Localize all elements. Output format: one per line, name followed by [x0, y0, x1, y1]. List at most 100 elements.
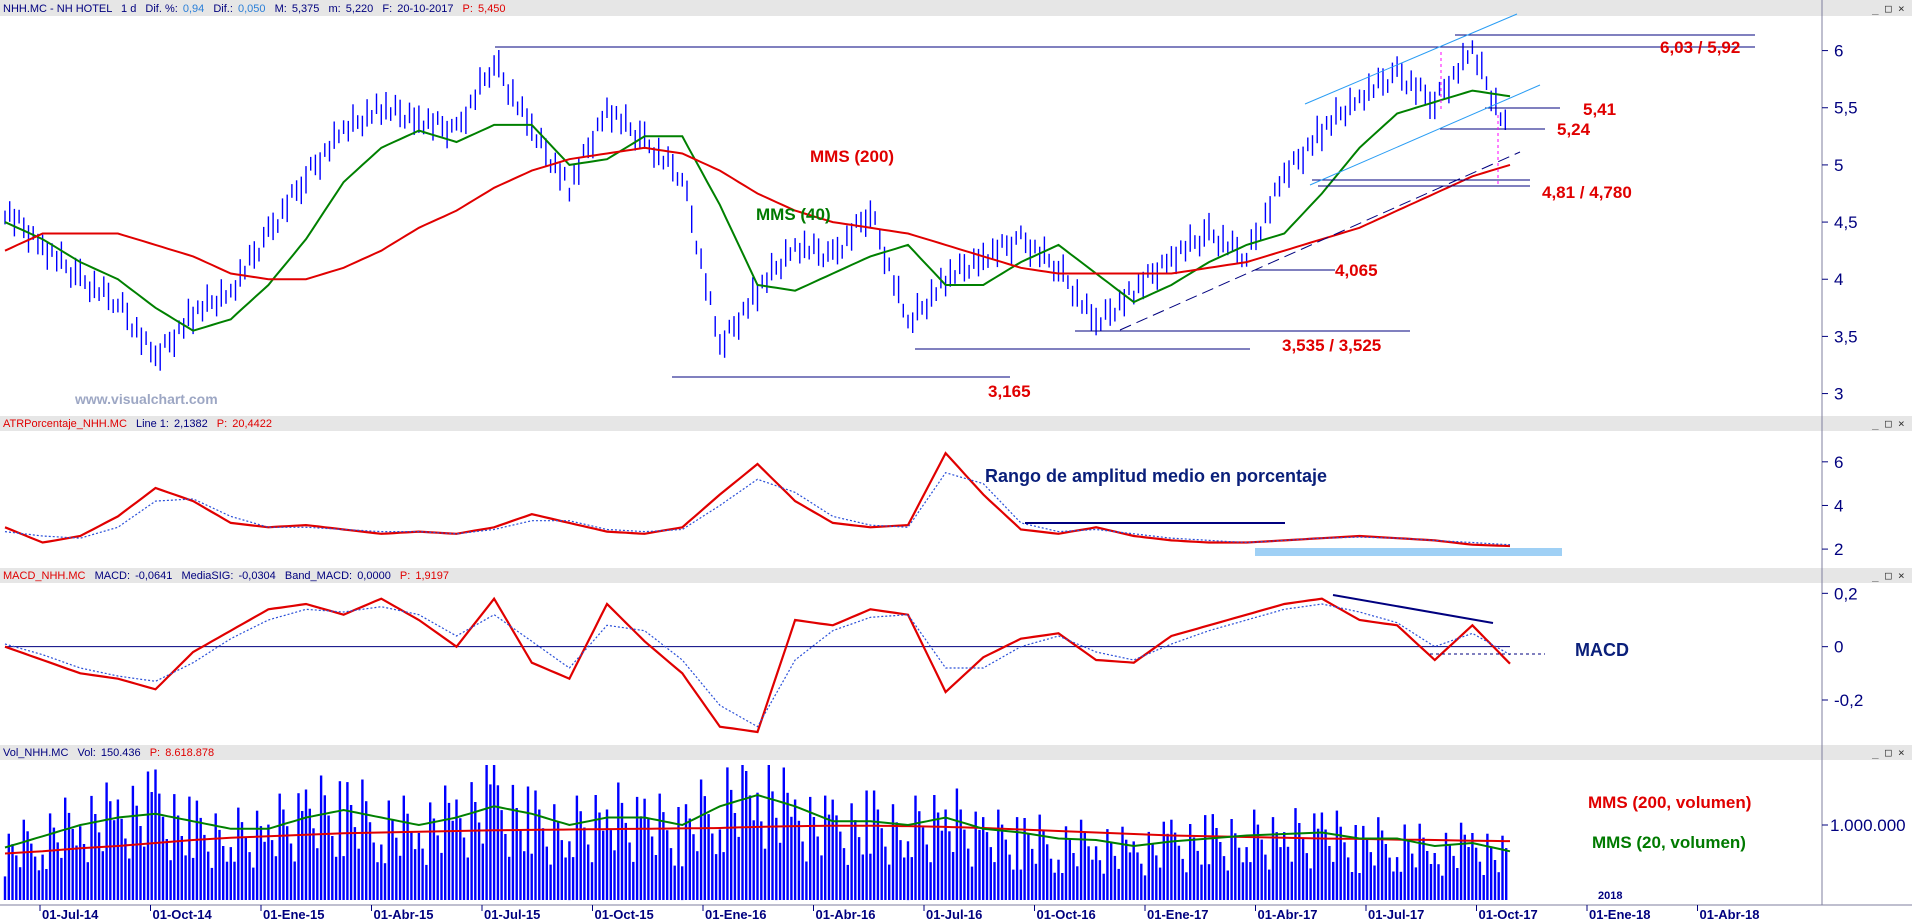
volume-bar: [1309, 868, 1312, 900]
channel-lower: [1309, 84, 1541, 186]
volume-bar: [1132, 841, 1135, 900]
volume-bar: [349, 805, 353, 900]
maximize-icon[interactable]: □: [1885, 417, 1892, 430]
volume-bar: [1339, 826, 1342, 900]
volume-bar: [842, 848, 846, 900]
volume-bar: [316, 848, 319, 900]
volume-bar: [1305, 853, 1308, 900]
label-603-592: 6,03 / 5,92: [1660, 38, 1740, 57]
volume-bar: [940, 830, 944, 900]
volume-bar: [146, 771, 150, 900]
y-tick-label: 4: [1834, 496, 1843, 515]
volume-bar: [951, 852, 955, 900]
volume-bar: [1155, 855, 1158, 900]
volume-bar: [293, 861, 296, 900]
volume-bar: [500, 810, 503, 900]
volume-bar: [1290, 861, 1293, 900]
x-tick-label: 01-Jul-17: [1368, 907, 1424, 922]
x-tick-label: 01-Jul-14: [42, 907, 99, 922]
label-4065: 4,065: [1335, 261, 1378, 280]
volume-bar: [1301, 837, 1305, 900]
minimize-icon[interactable]: _: [1872, 2, 1879, 15]
volume-bar: [1471, 833, 1474, 900]
volume-bar: [1422, 837, 1425, 900]
minimize-icon[interactable]: _: [1872, 417, 1879, 430]
price-annotations: 6,03 / 5,92 5,41 5,24 4,81 / 4,780 4,065…: [74, 38, 1740, 407]
volume-bar: [895, 822, 898, 900]
maximize-icon[interactable]: □: [1885, 746, 1892, 759]
volume-bar: [545, 846, 548, 900]
volume-bar: [214, 813, 217, 900]
y-tick-label: 6: [1834, 42, 1843, 61]
volume-bar: [662, 812, 665, 900]
volume-bar: [989, 847, 992, 900]
atr-window-controls[interactable]: _ □ ×: [1872, 417, 1905, 430]
volume-bar: [997, 809, 1000, 900]
volume-bar: [677, 807, 680, 900]
volume-bar: [1128, 852, 1132, 900]
close-icon[interactable]: ×: [1898, 569, 1905, 582]
volume-bar: [304, 789, 308, 900]
volume-bar: [526, 786, 530, 900]
volume-bar: [131, 785, 135, 900]
minimize-icon[interactable]: _: [1872, 569, 1879, 582]
maximize-icon[interactable]: □: [1885, 2, 1892, 15]
volume-bar: [22, 819, 25, 900]
volume-bar: [1463, 834, 1466, 900]
volume-bar: [116, 799, 120, 900]
atr-low-zone: [1255, 548, 1562, 556]
volume-bar: [1226, 870, 1229, 900]
macd-window-controls[interactable]: _ □ ×: [1872, 569, 1905, 582]
volume-bar: [1151, 843, 1154, 900]
close-icon[interactable]: ×: [1898, 746, 1905, 759]
volume-bar: [1053, 872, 1056, 900]
volume-bar: [1031, 848, 1034, 900]
volume-bar: [850, 803, 853, 900]
volume-bar: [432, 818, 436, 900]
volume-bar: [135, 805, 138, 900]
volume-bar: [1358, 873, 1361, 900]
y-tick-label: 0: [1834, 638, 1843, 657]
volume-bar: [974, 811, 977, 900]
volume-bar: [1215, 828, 1218, 900]
volume-bar: [1459, 822, 1463, 900]
volume-bar: [884, 846, 887, 900]
volume-bar: [1038, 814, 1041, 900]
macd-plot: [4, 596, 1511, 734]
volume-bar: [925, 844, 928, 900]
volume-bar: [1230, 819, 1233, 900]
x-tick-label: 01-Oct-16: [1037, 907, 1096, 922]
volume-bar: [218, 829, 221, 900]
volume-bar: [1162, 821, 1165, 900]
volume-bar: [602, 830, 605, 900]
volume-bar: [835, 815, 838, 900]
label-vol-mms200: MMS (200, volumen): [1588, 793, 1751, 812]
volume-bar: [101, 851, 104, 900]
volume-bar: [1253, 809, 1256, 900]
volume-bar: [763, 848, 767, 900]
volume-bar: [18, 867, 22, 900]
close-icon[interactable]: ×: [1898, 417, 1905, 430]
volume-bar: [620, 802, 624, 900]
volume-bar: [26, 831, 29, 900]
price-window-controls[interactable]: _ □ ×: [1872, 2, 1905, 15]
volume-bar: [1441, 875, 1444, 900]
volume-header: Vol_NHH.MC Vol: 150.436 P: 8.618.878: [3, 747, 214, 759]
maximize-icon[interactable]: □: [1885, 569, 1892, 582]
volume-bar: [1192, 837, 1196, 900]
minimize-icon[interactable]: _: [1872, 746, 1879, 759]
y-tick-label: 6: [1834, 453, 1843, 472]
volume-bar: [1388, 857, 1391, 900]
volume-bar: [124, 838, 127, 900]
volume-bar: [492, 765, 496, 900]
volume-window-controls[interactable]: _ □ ×: [1872, 746, 1905, 759]
label-macd: MACD: [1575, 640, 1629, 660]
volume-bar: [733, 813, 737, 900]
volume-bar: [477, 822, 481, 900]
volume-bar: [1256, 824, 1260, 900]
close-icon[interactable]: ×: [1898, 2, 1905, 15]
volume-bar: [1076, 866, 1079, 900]
volume-bar: [289, 843, 293, 900]
y-tick-label: 5,5: [1834, 99, 1858, 118]
